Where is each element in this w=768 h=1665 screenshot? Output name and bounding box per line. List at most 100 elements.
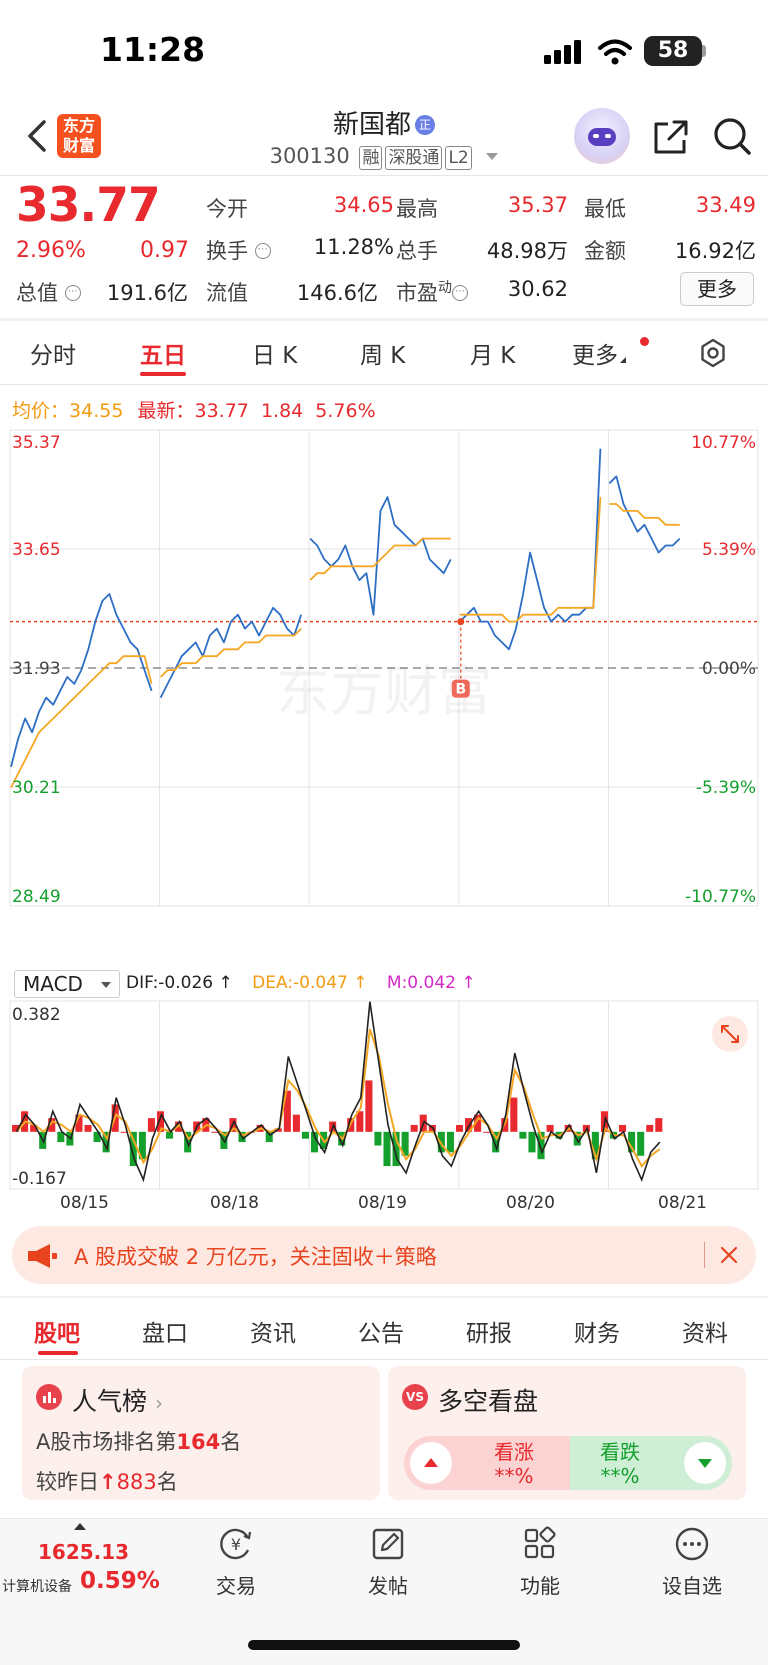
macd-chart[interactable]: 0.382 -0.167 (0, 995, 768, 1225)
pe-sup: 动 (438, 280, 452, 296)
more-quote-button[interactable]: 更多 (680, 272, 754, 306)
y-right-label: -10.77% (685, 887, 756, 907)
tab-5day[interactable]: 五日 (140, 343, 186, 369)
macd-bar (310, 1131, 319, 1153)
latest-percent: 5.76% (315, 400, 376, 422)
sector-index-value[interactable]: 1625.13 (38, 1540, 130, 1564)
five-day-price-chart[interactable]: 东方财富 B 35.37 10.77%33.65 5.39%31.93 0.00%30… (0, 420, 768, 980)
tab-more[interactable]: 更多 (572, 336, 626, 370)
pe-label-text: 市盈 (396, 281, 438, 305)
chart-grid (9, 429, 759, 907)
macd-histogram (12, 1080, 663, 1167)
macd-bar (84, 1124, 92, 1132)
stock-code-row[interactable]: 300130 融深股通 L2 (0, 144, 768, 170)
tab-intraday[interactable]: 分时 (30, 343, 76, 369)
open-value: 34.65 (333, 193, 394, 217)
level2-tag: L2 (445, 146, 472, 170)
nav-trade[interactable]: ¥ 交易 (186, 1526, 286, 1599)
tab-profile[interactable]: 资料 (682, 1321, 728, 1347)
share-icon[interactable] (652, 118, 690, 156)
info-icon[interactable]: ⋯ (254, 243, 271, 259)
sector-change-percent[interactable]: 0.59% (80, 1568, 160, 1594)
tab-monthly-k[interactable]: 月 K (470, 343, 516, 369)
tab-finance[interactable]: 财务 (574, 1321, 620, 1347)
date-label: 08/19 (358, 1193, 407, 1213)
stock-name: 新国都 (332, 110, 411, 140)
sector-name[interactable]: 计算机设备 (2, 1579, 72, 1595)
macd-bar (12, 1124, 20, 1132)
chevron-down-icon[interactable] (486, 153, 499, 160)
tab-daily-k[interactable]: 日 K (252, 343, 298, 369)
close-icon[interactable] (718, 1244, 740, 1266)
avg-price-line (609, 503, 680, 526)
macd-bar (582, 1124, 590, 1132)
change-percent: 2.96% (16, 238, 86, 263)
avg-price-label: 均价： (12, 400, 70, 422)
down-triangle-icon[interactable] (684, 1442, 726, 1484)
macd-bar (120, 1131, 128, 1133)
vote-up-button[interactable]: 看涨 **% (404, 1436, 570, 1490)
macd-bar (156, 1111, 165, 1132)
macd-bar (455, 1124, 464, 1132)
back-arrow-icon[interactable] (24, 118, 50, 154)
tab-news[interactable]: 资讯 (250, 1321, 296, 1347)
battery-icon: 58 (644, 36, 702, 66)
megaphone-icon (28, 1244, 57, 1268)
popularity-title[interactable]: 人气榜 › (72, 1382, 163, 1418)
up-triangle-icon[interactable] (410, 1442, 452, 1484)
avg-price-line (459, 497, 602, 623)
indicator-select[interactable]: MACD (14, 970, 120, 998)
marker-dot (457, 618, 465, 626)
tab-order-book[interactable]: 盘口 (142, 1321, 188, 1347)
price-line (309, 496, 452, 616)
nav-post[interactable]: 发帖 (338, 1526, 438, 1599)
banner-text[interactable]: A 股成交破 2 万亿元，关注固收＋策略 (74, 1245, 437, 1269)
y-left-label: 35.37 (12, 433, 61, 453)
promo-banner[interactable] (12, 1226, 756, 1284)
tab-weekly-k[interactable]: 周 K (360, 343, 406, 369)
price-line (10, 593, 153, 768)
tab-research[interactable]: 研报 (466, 1321, 512, 1347)
nav-functions-label: 功能 (520, 1574, 560, 1598)
macd-grid (9, 1000, 759, 1190)
ai-robot-avatar[interactable] (574, 108, 630, 164)
macd-bar (483, 1131, 491, 1133)
pe-label: 市盈动 ⋯ (396, 277, 468, 307)
macd-bar (75, 1114, 83, 1132)
stock-title[interactable]: 新国都正 (0, 104, 768, 141)
rank-number: 164 (176, 1430, 221, 1454)
divider (0, 384, 768, 385)
active-tab-indicator (140, 372, 186, 376)
tab-guba[interactable]: 股吧 (34, 1321, 80, 1347)
connect-tag: 深股通 (385, 146, 443, 170)
macd-bar (374, 1131, 382, 1146)
expand-up-icon[interactable] (74, 1523, 86, 1530)
market-cap-label-text: 总值 (16, 281, 58, 305)
macd-y-top: 0.382 (12, 1005, 61, 1025)
avg-price-line (159, 627, 302, 678)
volume-label: 总手 (396, 239, 438, 263)
tab-announcements[interactable]: 公告 (358, 1321, 404, 1347)
trade-yen-icon: ¥ (220, 1528, 252, 1560)
divider (0, 318, 768, 321)
macd-bar (646, 1124, 654, 1132)
rank-change-suffix: 名 (156, 1470, 178, 1494)
marker-badge (451, 679, 470, 698)
settings-gear-icon[interactable] (698, 338, 728, 368)
float-cap-label: 流值 (206, 281, 248, 305)
macd-bar (129, 1131, 137, 1167)
info-icon[interactable]: ⋯ (64, 285, 81, 301)
macd-bar (57, 1131, 65, 1143)
info-icon[interactable]: ⋯ (452, 285, 468, 301)
amount-label: 金额 (584, 239, 626, 263)
vote-down-label: 看跌 (600, 1440, 640, 1464)
popularity-card[interactable] (22, 1366, 380, 1500)
search-icon[interactable] (712, 116, 752, 156)
macd-bar (410, 1124, 418, 1132)
nav-add-watchlist[interactable]: 设自选 (642, 1526, 742, 1599)
price-line (159, 606, 303, 699)
y-right-label: 0.00% (702, 659, 756, 679)
expand-icon[interactable] (712, 1016, 748, 1052)
nav-functions[interactable]: 功能 (490, 1526, 590, 1599)
date-label: 08/20 (506, 1193, 555, 1213)
